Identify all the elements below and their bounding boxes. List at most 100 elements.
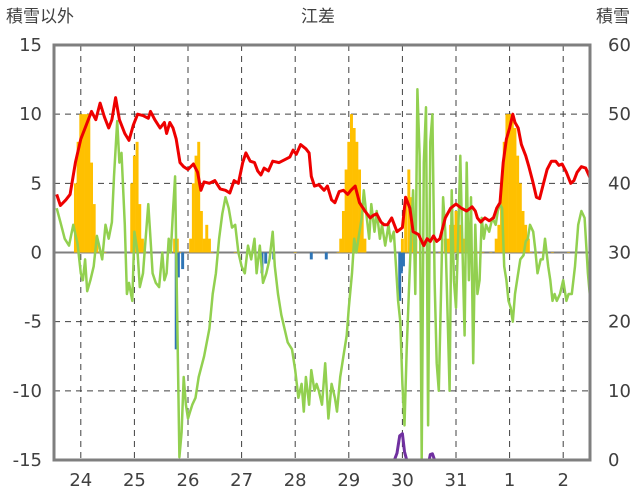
left-axis-ticks: 15 10 5 0 -5 -10 -15 bbox=[13, 35, 42, 471]
purple-line-series bbox=[54, 432, 590, 462]
snow-depth-bar bbox=[494, 238, 498, 253]
snow-depth-bar bbox=[502, 141, 506, 253]
x-tick-label: 25 bbox=[123, 470, 146, 491]
snow-depth-bar bbox=[567, 252, 571, 253]
snow-depth-bar bbox=[508, 114, 512, 253]
snow-depth-bar bbox=[344, 169, 348, 253]
x-axis-ticks: 24 25 26 27 28 29 30 31 1 2 bbox=[69, 470, 569, 491]
left-tick-label: -15 bbox=[13, 450, 42, 471]
left-tick-label: -5 bbox=[24, 312, 42, 333]
snow-depth-bar bbox=[462, 238, 466, 253]
snow-depth-bar bbox=[76, 141, 80, 253]
snow-depth-bar bbox=[140, 238, 144, 253]
negative-bar bbox=[176, 252, 180, 278]
negative-bar bbox=[398, 252, 402, 301]
snow-depth-bar bbox=[82, 114, 85, 253]
negative-bar bbox=[324, 252, 328, 260]
negative-bar bbox=[399, 252, 403, 274]
line-series bbox=[54, 88, 592, 462]
snow-depth-bar bbox=[551, 252, 554, 253]
snow-depth-bar bbox=[207, 238, 211, 253]
negative-bar bbox=[181, 252, 185, 270]
snow-depth-bar bbox=[518, 183, 522, 253]
snow-depth-bar bbox=[135, 141, 139, 253]
chart-title: 江差 bbox=[301, 7, 335, 27]
x-tick-label: 24 bbox=[69, 470, 92, 491]
snow-depth-bar bbox=[404, 197, 408, 253]
snow-depth-bar bbox=[475, 252, 479, 253]
right-tick-label: 60 bbox=[608, 35, 631, 56]
snow-depth-bar bbox=[400, 238, 404, 253]
x-tick-label: 31 bbox=[445, 470, 468, 491]
snow-depth-bar bbox=[132, 155, 136, 253]
snow-depth-bar bbox=[178, 252, 182, 253]
snow-depth-bar bbox=[347, 141, 351, 253]
snow-depth-bar bbox=[417, 252, 420, 253]
snow-depth-bar bbox=[87, 114, 91, 253]
left-tick-label: 10 bbox=[19, 104, 42, 125]
left-tick-label: 15 bbox=[19, 35, 42, 56]
snow-depth-bar bbox=[360, 211, 364, 253]
left-axis-title: 積雪以外 bbox=[6, 7, 74, 27]
snow-depth-bar bbox=[79, 114, 83, 253]
snow-depth-bar bbox=[438, 252, 442, 253]
right-axis-title: 積雪 bbox=[596, 7, 630, 27]
snow-depth-bar bbox=[497, 224, 501, 253]
snow-depth-bar bbox=[540, 252, 544, 253]
green-line-series bbox=[55, 88, 592, 462]
snow-depth-bar bbox=[84, 114, 88, 253]
snow-depth-bar bbox=[205, 224, 209, 253]
negative-bar bbox=[264, 252, 268, 264]
x-tick-label: 29 bbox=[337, 470, 360, 491]
snow-depth-bar bbox=[350, 114, 353, 253]
right-tick-label: 20 bbox=[608, 312, 631, 333]
snow-depth-bar bbox=[138, 204, 142, 253]
snow-depth-bar bbox=[489, 252, 493, 253]
bar-series bbox=[73, 114, 571, 350]
right-tick-label: 40 bbox=[608, 173, 631, 194]
snow-depth-bar bbox=[293, 252, 297, 253]
snow-depth-bar bbox=[92, 204, 96, 253]
x-tick-label: 2 bbox=[557, 470, 568, 491]
snow-depth-bar bbox=[173, 238, 177, 253]
plot-frame bbox=[52, 43, 592, 462]
snow-depth-bar bbox=[352, 128, 356, 253]
snow-depth-bar bbox=[454, 211, 458, 253]
x-tick-label: 28 bbox=[284, 470, 307, 491]
snow-depth-bar bbox=[202, 238, 206, 253]
snow-depth-bar bbox=[510, 114, 514, 253]
right-tick-label: 50 bbox=[608, 104, 631, 125]
snow-depth-bar bbox=[233, 252, 237, 253]
snow-depth-bar bbox=[210, 252, 214, 253]
snow-depth-bar bbox=[189, 238, 193, 253]
left-tick-label: -10 bbox=[13, 381, 42, 402]
snow-depth-bar bbox=[505, 114, 509, 253]
x-tick-label: 1 bbox=[504, 470, 515, 491]
snow-depth-bar bbox=[197, 141, 201, 253]
snow-depth-bar bbox=[358, 169, 361, 253]
right-tick-label: 10 bbox=[608, 381, 631, 402]
negative-bar bbox=[309, 252, 313, 260]
negative-bar bbox=[401, 252, 405, 267]
x-tick-label: 26 bbox=[177, 470, 200, 491]
snow-depth-bar bbox=[524, 224, 528, 253]
left-tick-label: 5 bbox=[31, 173, 42, 194]
snow-depth-bar bbox=[529, 252, 533, 253]
snow-depth-bar bbox=[516, 155, 520, 253]
snow-depth-bar bbox=[73, 183, 77, 253]
x-tick-label: 27 bbox=[230, 470, 253, 491]
snow-depth-bar bbox=[199, 211, 203, 253]
snow-depth-bar bbox=[446, 238, 450, 253]
right-tick-label: 0 bbox=[608, 450, 619, 471]
snow-depth-bar bbox=[194, 155, 198, 253]
snow-depth-bar bbox=[191, 183, 195, 253]
red-line-series bbox=[55, 96, 592, 248]
snow-depth-bar bbox=[90, 162, 93, 253]
snow-depth-bar bbox=[481, 252, 485, 253]
left-tick-label: 0 bbox=[31, 243, 42, 264]
snow-depth-bar bbox=[363, 238, 367, 253]
snow-depth-bar bbox=[526, 238, 530, 253]
right-axis-ticks: 60 50 40 30 20 10 0 bbox=[608, 35, 631, 471]
snow-depth-bar bbox=[339, 238, 343, 253]
snow-depth-bar bbox=[341, 211, 345, 253]
